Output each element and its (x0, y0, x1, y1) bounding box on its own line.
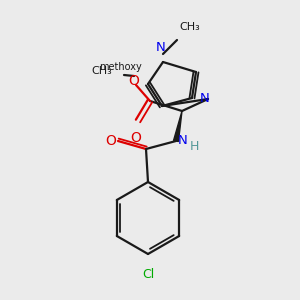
Text: CH₃: CH₃ (179, 22, 200, 32)
Text: O: O (106, 134, 116, 148)
Text: H: H (190, 140, 200, 152)
Text: Cl: Cl (142, 268, 154, 281)
Text: N: N (156, 41, 166, 54)
Polygon shape (173, 111, 182, 142)
Text: N: N (200, 92, 210, 104)
Text: N: N (178, 134, 188, 146)
Text: O: O (130, 131, 141, 145)
Text: CH₃: CH₃ (91, 66, 112, 76)
Text: O: O (129, 74, 140, 88)
Text: methoxy: methoxy (99, 62, 141, 72)
